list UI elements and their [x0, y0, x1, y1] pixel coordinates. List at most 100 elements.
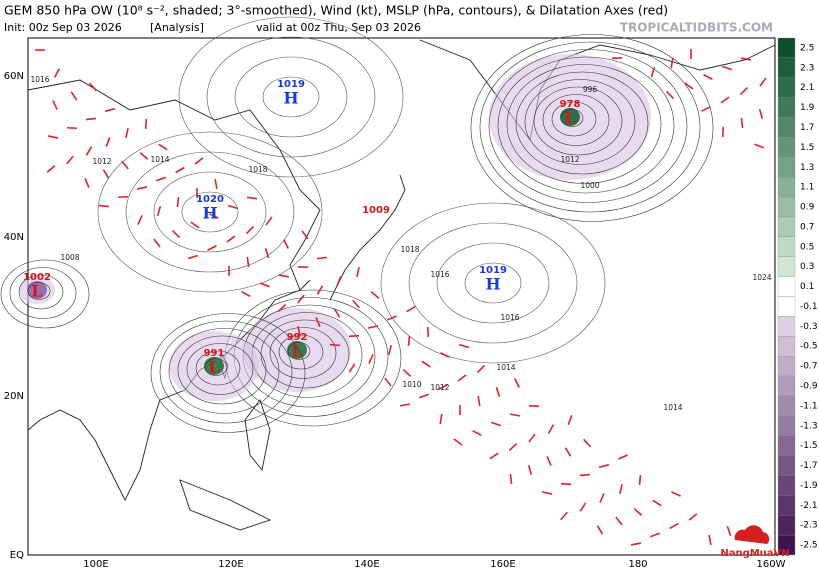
dilatation-axis — [758, 108, 764, 120]
isobar-label: 1000 — [580, 181, 599, 190]
colorbar-label: -2.3 — [800, 521, 818, 531]
dilatation-axis — [277, 304, 287, 312]
dilatation-axis — [316, 256, 328, 260]
ow-core — [27, 281, 47, 299]
colorbar-label: 1.3 — [800, 163, 814, 173]
dilatation-axis — [457, 374, 467, 382]
dilatation-axis — [527, 464, 533, 476]
dilatation-axis — [137, 215, 143, 225]
dilatation-axis — [329, 343, 341, 347]
colorbar-label: -1.9 — [800, 481, 818, 491]
lat-label: 60N — [4, 71, 24, 82]
isobar — [97, 131, 323, 293]
dilatation-axis — [105, 137, 111, 147]
isobar-label: 1014 — [496, 363, 515, 372]
isobar-label: 1010 — [402, 380, 421, 389]
colorbar-label: -0.7 — [800, 362, 818, 372]
dilatation-axis — [740, 117, 744, 129]
dilatation-axis — [153, 238, 161, 248]
dilatation-axis — [53, 68, 61, 78]
dilatation-axis — [633, 508, 643, 516]
center-pressure: 1002 — [23, 272, 51, 283]
dilatation-axis — [66, 155, 74, 165]
colorbar-label: 0.5 — [800, 242, 814, 252]
dilatation-axis — [652, 499, 662, 507]
isobar-label: 1018 — [400, 245, 419, 254]
center-symbol: L — [208, 358, 219, 377]
isobar — [524, 79, 636, 165]
dilatation-axis — [187, 254, 199, 260]
brand: NangMuaVN — [720, 548, 789, 559]
colorbar-swatch — [777, 495, 796, 516]
colorbar-swatch — [777, 534, 796, 556]
dilatation-axis — [684, 82, 694, 90]
colorbar-swatch — [777, 196, 796, 218]
colorbar-swatch — [777, 415, 796, 436]
dilatation-axis — [368, 354, 374, 364]
dilatation-axis — [194, 157, 204, 165]
dilatation-axis — [46, 165, 56, 173]
colorbar-swatch — [777, 435, 796, 456]
isobar — [269, 327, 337, 379]
title: GEM 850 hPa OW (10⁸ s⁻², shaded; 3°-smoo… — [4, 3, 668, 18]
dilatation-axis — [514, 378, 520, 388]
center-pressure: 1009 — [362, 205, 390, 216]
isobar — [206, 36, 376, 158]
dilatation-axis — [70, 91, 78, 101]
isobar — [234, 56, 348, 138]
dilatation-axis — [560, 482, 572, 486]
dilatation-axis — [688, 513, 698, 521]
isobar — [533, 86, 623, 156]
colorbar-swatch — [777, 515, 796, 536]
colorbar-swatch — [777, 177, 796, 198]
dilatation-axis — [301, 230, 309, 240]
dilatation-axis — [726, 526, 732, 536]
dilatation-axis — [89, 82, 97, 92]
colorbar-swatch — [777, 137, 796, 158]
isobar — [560, 109, 584, 127]
colorbar-label: 2.3 — [800, 63, 814, 73]
center-symbol: H — [485, 275, 500, 294]
dilatation-axis — [125, 127, 129, 139]
dilatation-axis — [209, 213, 219, 219]
colorbar-swatch — [777, 57, 796, 78]
isobar — [159, 320, 293, 424]
dilatation-axis — [264, 247, 270, 259]
dilatation-axis — [226, 235, 236, 243]
dilatation-axis — [708, 534, 712, 546]
dilatation-axis — [297, 294, 305, 304]
isobar — [9, 267, 77, 319]
colorbar-swatch — [777, 236, 796, 257]
brand-cloud — [734, 525, 770, 544]
isobar — [506, 64, 662, 184]
dilatation-axis — [370, 291, 380, 299]
isobar — [551, 101, 597, 137]
dilatation-axis — [458, 343, 470, 349]
dilatation-axis — [615, 516, 623, 526]
dilatation-axis — [139, 152, 149, 160]
colorbar-label: 0.9 — [800, 203, 815, 213]
dilatation-axis — [402, 369, 412, 377]
dilatation-axis — [754, 143, 764, 149]
isobar-label: 1016 — [500, 313, 519, 322]
dilatation-axis — [619, 483, 623, 495]
dilatation-axis — [720, 96, 730, 104]
isobar — [542, 94, 610, 146]
dilatation-axis — [508, 443, 518, 451]
colorbar-label: -0.5 — [800, 342, 818, 352]
colorbar-label: 0.1 — [800, 282, 814, 292]
dilatation-axis — [638, 474, 642, 486]
run: [Analysis] — [150, 21, 204, 34]
dilatation-axis — [278, 274, 290, 278]
map-frame — [27, 37, 776, 556]
dilatation-axis — [136, 186, 148, 190]
dilatation-axis — [596, 525, 604, 535]
colorbar-label: -1.1 — [800, 401, 818, 411]
dilatation-axis — [759, 77, 767, 87]
dilatation-axis — [245, 225, 255, 235]
dilatation-axis — [297, 325, 301, 337]
isobar-label: 1018 — [248, 165, 267, 174]
dilatation-axis — [740, 57, 752, 61]
lat-label: 20N — [4, 391, 24, 402]
